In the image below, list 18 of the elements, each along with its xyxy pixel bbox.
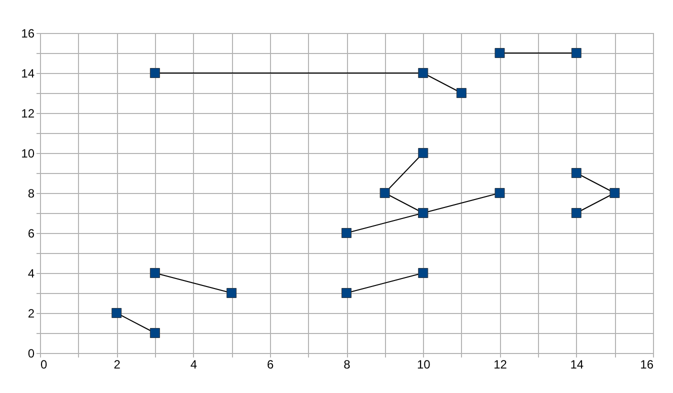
y-tick-label: 8 bbox=[28, 186, 35, 200]
y-tick-label: 14 bbox=[21, 66, 35, 80]
y-tick-label: 0 bbox=[28, 346, 35, 360]
y-tick-label: 6 bbox=[28, 226, 35, 240]
y-tick-label: 12 bbox=[21, 106, 35, 120]
y-tick-label: 16 bbox=[21, 26, 35, 40]
x-tick-label: 12 bbox=[494, 358, 508, 372]
y-tick-label: 10 bbox=[21, 146, 35, 160]
x-tick-label: 4 bbox=[190, 358, 198, 372]
x-tick-label: 14 bbox=[570, 358, 584, 372]
x-tick-label: 8 bbox=[344, 358, 351, 372]
x-tick-label: 2 bbox=[114, 358, 121, 372]
y-tick-label: 2 bbox=[28, 306, 35, 320]
x-tick-label: 10 bbox=[416, 358, 431, 372]
x-tick-label: 0 bbox=[40, 358, 48, 372]
x-tick-label: 16 bbox=[640, 358, 654, 372]
y-tick-label: 4 bbox=[28, 266, 35, 280]
x-tick-label: 6 bbox=[267, 358, 274, 372]
